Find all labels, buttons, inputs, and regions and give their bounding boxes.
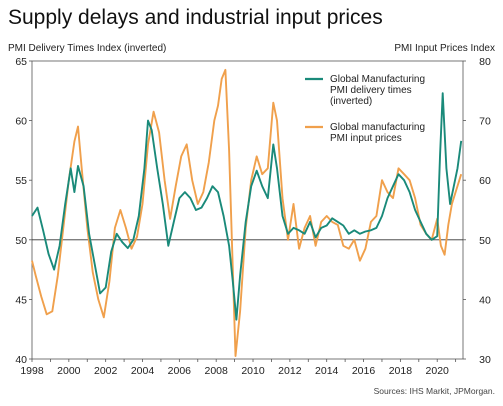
legend-label-delivery-times: Global Manufacturing xyxy=(330,74,425,85)
x-tick-label-2018: 2018 xyxy=(389,365,413,377)
right-tick-label-70: 70 xyxy=(479,116,491,128)
left-tick-label-60: 60 xyxy=(15,116,27,128)
right-tick-label-50: 50 xyxy=(479,235,491,247)
x-tick-label-2008: 2008 xyxy=(205,365,229,377)
right-tick-label-30: 30 xyxy=(479,354,491,366)
legend-label-input-prices: PMI input prices xyxy=(330,133,402,144)
x-tick-label-2002: 2002 xyxy=(94,365,118,377)
right-tick-label-60: 60 xyxy=(479,175,491,187)
plot-frame xyxy=(31,60,464,360)
x-tick-label-1998: 1998 xyxy=(20,365,44,377)
series-line-input-prices xyxy=(31,68,463,357)
left-tick-label-55: 55 xyxy=(15,175,27,187)
x-tick-label-2012: 2012 xyxy=(278,365,302,377)
x-tick-label-2020: 2020 xyxy=(426,365,450,377)
x-tick-label-2016: 2016 xyxy=(352,365,376,377)
series-line-delivery-times xyxy=(31,92,463,321)
right-tick-label-40: 40 xyxy=(479,294,491,306)
right-axis-title: PMI Input Prices Index xyxy=(394,43,495,54)
legend-label-delivery-times: (inverted) xyxy=(330,96,372,107)
left-tick-label-45: 45 xyxy=(15,294,27,306)
x-tick-label-2004: 2004 xyxy=(131,365,155,377)
x-tick-label-2010: 2010 xyxy=(241,365,265,377)
source-note: Sources: IHS Markit, JPMorgan. xyxy=(374,386,495,396)
left-tick-label-50: 50 xyxy=(15,235,27,247)
right-tick-label-80: 80 xyxy=(479,56,491,68)
x-tick-label-2006: 2006 xyxy=(168,365,192,377)
legend-label-input-prices: Global manufacturing xyxy=(330,122,425,133)
left-axis-title: PMI Delivery Times Index (inverted) xyxy=(8,43,166,54)
plot-area: 40 45 50 55 60 65 30 40 50 60 70 80 1998 2000 2002 2004… xyxy=(15,56,491,377)
legend-label-delivery-times: PMI delivery times xyxy=(330,85,412,96)
left-tick-label-65: 65 xyxy=(15,56,27,68)
x-tick-label-2000: 2000 xyxy=(57,365,81,377)
x-tick-label-2014: 2014 xyxy=(315,365,339,377)
chart-title: Supply delays and industrial input price… xyxy=(8,6,383,29)
left-tick-label-40: 40 xyxy=(15,354,27,366)
